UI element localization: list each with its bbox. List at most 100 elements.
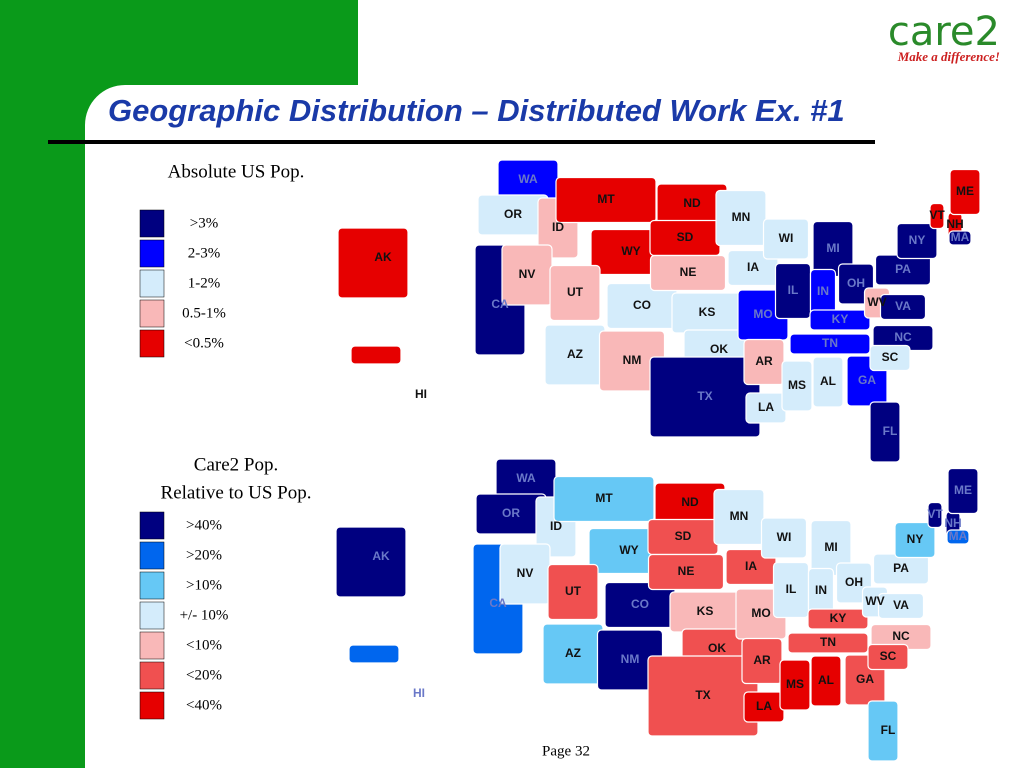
- state-label: NM: [621, 652, 640, 666]
- title: Geographic Distribution – Distributed Wo…: [108, 93, 845, 128]
- state-label: OR: [502, 506, 520, 520]
- state-label: AL: [820, 374, 836, 388]
- state-label: HI: [413, 686, 425, 700]
- state-label: CO: [631, 597, 649, 611]
- state-label: NY: [907, 532, 924, 546]
- state-label: NC: [892, 629, 910, 643]
- state-label: CO: [633, 298, 651, 312]
- state-label: NM: [623, 353, 642, 367]
- state: [337, 227, 409, 299]
- state: [553, 475, 655, 523]
- state: [713, 488, 765, 546]
- state: [867, 700, 899, 762]
- state: [715, 189, 767, 247]
- state-label: OH: [847, 276, 865, 290]
- state: [547, 563, 599, 621]
- state-label: ND: [683, 196, 701, 210]
- state-label: GA: [858, 373, 876, 387]
- map-heading: Relative to US Pop.: [161, 482, 312, 503]
- state: [809, 309, 871, 331]
- state-label: ID: [552, 220, 564, 234]
- legend-swatch: [139, 511, 165, 540]
- state-label: VT: [927, 507, 943, 521]
- state: [877, 592, 925, 620]
- state-label: OK: [710, 342, 728, 356]
- legend-swatch: [139, 661, 165, 690]
- tagline: Make a difference!: [897, 49, 1000, 64]
- state-label: MO: [751, 606, 770, 620]
- logo: care2: [888, 9, 1000, 55]
- state: [947, 467, 979, 515]
- maps: Absolute US Pop. >3% 2-3% 1-2% 0.5-1% <0.5% WA…: [139, 159, 981, 762]
- state-label: MN: [732, 210, 751, 224]
- state-label: TN: [820, 635, 836, 649]
- state-label: KS: [697, 604, 714, 618]
- state-label: MO: [753, 307, 772, 321]
- state-label: SC: [880, 649, 897, 663]
- state-label: NC: [894, 330, 912, 344]
- state-label: LA: [758, 400, 774, 414]
- state-label: UT: [567, 285, 584, 299]
- state-label: NH: [944, 516, 961, 530]
- state-label: AZ: [565, 646, 581, 660]
- state: [869, 344, 911, 372]
- state-label: AK: [372, 549, 390, 563]
- legend-swatch: [139, 269, 165, 298]
- state-label: AR: [753, 653, 771, 667]
- page-number: Page 32: [542, 743, 590, 759]
- state-label: GA: [856, 672, 874, 686]
- legend-swatch: [139, 299, 165, 328]
- state: [896, 222, 938, 260]
- state-label: SC: [882, 350, 899, 364]
- state-label: KY: [832, 312, 849, 326]
- state-label: WY: [621, 244, 640, 258]
- state-label: IL: [786, 582, 797, 596]
- state: [335, 526, 407, 598]
- state-label: IA: [747, 260, 759, 274]
- state: [350, 345, 402, 365]
- legend-label: >10%: [186, 577, 222, 593]
- state-label: MN: [730, 509, 749, 523]
- legend-label: >3%: [190, 215, 218, 231]
- legend-swatch: [139, 601, 165, 630]
- state: [781, 360, 813, 412]
- corner: [85, 85, 125, 125]
- state-label: SD: [677, 230, 694, 244]
- state-label: IL: [788, 283, 799, 297]
- legend-label: +/- 10%: [180, 607, 229, 623]
- state-label: VT: [929, 208, 945, 222]
- state: [789, 333, 871, 355]
- state-label: WV: [865, 594, 884, 608]
- state-label: HI: [415, 387, 427, 401]
- state-label: MT: [595, 491, 613, 505]
- state: [647, 553, 725, 591]
- state-label: TX: [697, 389, 712, 403]
- state-label: WY: [619, 543, 638, 557]
- state-label: WI: [779, 231, 794, 245]
- state-label: CA: [491, 297, 509, 311]
- state: [948, 230, 972, 246]
- legend-label: 0.5-1%: [182, 305, 226, 321]
- state-label: WA: [518, 172, 538, 186]
- state: [779, 659, 811, 711]
- state-label: NV: [517, 566, 534, 580]
- state-label: TN: [822, 336, 838, 350]
- state: [949, 168, 981, 216]
- legend-label: >40%: [186, 517, 222, 533]
- state-label: ID: [550, 519, 562, 533]
- state-label: OH: [845, 575, 863, 589]
- legend-label: <20%: [186, 667, 222, 683]
- state-label: FL: [881, 723, 896, 737]
- state: [810, 655, 842, 707]
- legend-label: <40%: [186, 697, 222, 713]
- state-label: WI: [777, 530, 792, 544]
- state: [807, 608, 869, 630]
- legend-label: <0.5%: [184, 335, 224, 351]
- legend-label: <10%: [186, 637, 222, 653]
- map-heading: Absolute US Pop.: [168, 161, 305, 182]
- legend-swatch: [139, 631, 165, 660]
- state: [762, 218, 810, 260]
- legend-swatch: [139, 541, 165, 570]
- state-label: MA: [949, 529, 968, 543]
